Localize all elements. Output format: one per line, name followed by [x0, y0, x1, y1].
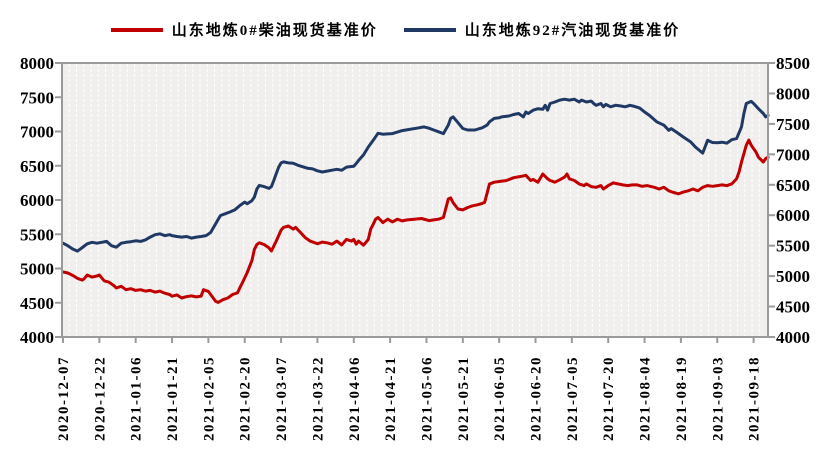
right-axis: 8500 8000 7500 7000 6500 6000 5500 5000 4500 4000 — [768, 54, 810, 347]
right-axis-label: 7500 — [776, 115, 810, 134]
left-axis-label: 4000 — [20, 328, 54, 347]
x-axis-date-label: 2020-12-07 — [56, 356, 72, 441]
diesel-legend-label: 山东地炼0#柴油现货基准价 — [171, 23, 378, 39]
left-axis: 8000 7500 7000 6500 6000 5500 5000 4500 4000 — [20, 54, 62, 347]
x-axis-date-label: 2021-07-20 — [601, 356, 617, 441]
x-axis-date-label: 2021-02-05 — [201, 356, 217, 441]
gasoline-legend-label: 山东地炼92#汽油现货基准价 — [464, 23, 681, 39]
x-axis-date-label: 2021-05-21 — [456, 356, 472, 441]
plot-area — [62, 63, 768, 337]
left-axis-label: 5000 — [20, 260, 54, 279]
x-axis-date-label: 2021-04-06 — [347, 356, 363, 441]
x-axis-date-label: 2021-09-18 — [747, 356, 763, 441]
legend-item-diesel: 山东地炼0#柴油现货基准价 — [110, 19, 378, 40]
left-axis-label: 6500 — [20, 157, 54, 176]
right-axis-label: 5500 — [776, 237, 810, 256]
x-axis-date-label: 2021-03-07 — [274, 356, 290, 441]
x-axis-date-label: 2021-08-19 — [674, 356, 690, 441]
legend-item-gasoline: 山东地炼92#汽油现货基准价 — [403, 19, 681, 40]
left-axis-label: 7000 — [20, 123, 54, 142]
x-axis-date-label: 2020-12-22 — [92, 356, 108, 441]
right-axis-label: 4500 — [776, 298, 810, 317]
gasoline-legend-line-icon — [403, 27, 456, 32]
x-axis-date-label: 2021-05-06 — [419, 356, 435, 441]
x-axis-date-label: 2021-06-20 — [529, 356, 545, 441]
right-axis-label: 7000 — [776, 145, 810, 164]
chart-legend: 山东地炼0#柴油现货基准价 山东地炼92#汽油现货基准价 — [0, 19, 791, 40]
gasoline-series-line — [61, 97, 770, 253]
left-axis-label: 6000 — [20, 191, 54, 210]
x-axis-date-label: 2021-09-03 — [710, 356, 726, 441]
x-axis-date-label: 2021-03-22 — [310, 356, 326, 441]
diesel-series-line — [61, 138, 770, 304]
x-axis: 2020-12-07 2020-12-22 2021-01-06 2021-01-21… — [56, 337, 763, 441]
left-axis-label: 8000 — [20, 54, 54, 73]
right-axis-label: 4000 — [776, 328, 810, 347]
left-axis-label: 7500 — [20, 88, 54, 107]
right-axis-label: 6000 — [776, 206, 810, 225]
vertical-gridlines — [68, 64, 760, 336]
right-axis-label: 8500 — [776, 54, 810, 73]
x-axis-date-label: 2021-01-21 — [165, 356, 181, 441]
x-axis-date-label: 2021-08-04 — [638, 356, 654, 441]
diesel-legend-line-icon — [110, 27, 163, 32]
left-axis-label: 5500 — [20, 225, 54, 244]
right-axis-label: 6500 — [776, 176, 810, 195]
right-axis-label: 5000 — [776, 267, 810, 286]
right-axis-label: 8000 — [776, 84, 810, 103]
x-axis-date-label: 2021-07-05 — [565, 356, 581, 441]
x-axis-date-label: 2021-06-05 — [492, 356, 508, 441]
x-axis-date-label: 2021-04-21 — [383, 356, 399, 441]
left-axis-label: 4500 — [20, 294, 54, 313]
x-axis-date-label: 2021-01-06 — [129, 356, 145, 441]
x-axis-date-label: 2021-02-20 — [238, 356, 254, 441]
